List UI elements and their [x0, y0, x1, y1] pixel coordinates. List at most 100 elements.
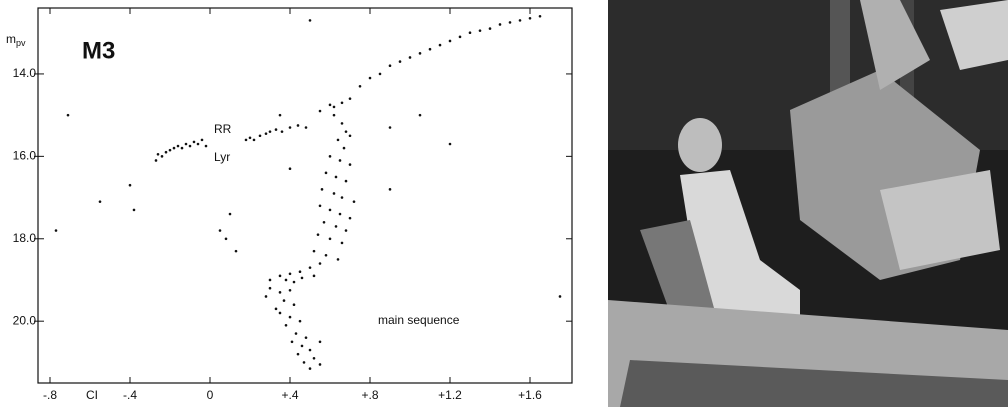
- point: [344, 229, 348, 232]
- point: [288, 288, 292, 292]
- point: [252, 138, 256, 142]
- point: [318, 363, 322, 366]
- point: [180, 146, 184, 150]
- point: [234, 249, 238, 253]
- point: [336, 258, 340, 261]
- plot-frame: [37, 7, 573, 384]
- point: [438, 43, 442, 47]
- point: [288, 167, 292, 171]
- y-tick-label: 20.0: [13, 313, 37, 327]
- point: [204, 144, 208, 148]
- point: [300, 276, 304, 280]
- point: [318, 340, 322, 344]
- point: [328, 103, 332, 107]
- point: [418, 113, 422, 117]
- point: [368, 76, 372, 80]
- point: [334, 175, 338, 179]
- point: [176, 144, 180, 148]
- point: [308, 266, 312, 269]
- y-tick-label: 18.0: [13, 231, 37, 245]
- x-tick-label: -.4: [123, 388, 137, 402]
- point: [318, 262, 322, 265]
- point: [348, 134, 352, 138]
- point: [508, 21, 512, 24]
- point: [398, 60, 402, 63]
- point: [458, 35, 462, 39]
- point: [518, 19, 522, 22]
- point: [338, 212, 342, 216]
- point: [282, 299, 286, 302]
- point: [328, 237, 332, 241]
- point: [218, 229, 222, 232]
- point: [274, 128, 278, 131]
- y-tick-label: 14.0: [13, 66, 37, 80]
- point: [292, 280, 296, 284]
- point: [340, 101, 344, 105]
- point: [160, 155, 164, 158]
- x-tick-label: 0: [207, 388, 214, 402]
- x-tick-label: +1.6: [518, 388, 542, 402]
- point: [294, 332, 298, 335]
- point: [332, 105, 336, 109]
- point: [338, 159, 342, 162]
- point: [448, 142, 452, 146]
- point: [340, 122, 344, 125]
- point: [268, 130, 272, 133]
- point: [418, 52, 422, 55]
- point: [308, 348, 312, 352]
- point: [278, 311, 282, 315]
- point: [322, 220, 326, 224]
- point: [498, 23, 502, 26]
- point: [172, 146, 176, 150]
- chart-title: M3: [82, 37, 115, 64]
- point: [292, 303, 296, 307]
- point: [488, 27, 492, 30]
- point: [288, 126, 292, 129]
- point: [478, 29, 482, 32]
- point: [342, 146, 346, 150]
- point: [318, 109, 322, 113]
- annotation: main sequence: [378, 313, 460, 327]
- point: [288, 315, 292, 319]
- point: [244, 138, 248, 142]
- point: [188, 144, 192, 148]
- point: [154, 159, 158, 162]
- point: [168, 148, 172, 152]
- point: [388, 126, 392, 129]
- point: [98, 200, 102, 203]
- point: [388, 188, 392, 191]
- point: [296, 352, 300, 356]
- point: [264, 132, 268, 135]
- point: [538, 14, 542, 18]
- point: [344, 179, 348, 183]
- point: [352, 200, 356, 203]
- point: [340, 241, 344, 245]
- point: [332, 192, 336, 195]
- point: [192, 140, 196, 144]
- point: [558, 295, 562, 298]
- point: [308, 19, 312, 22]
- annotation: RR: [214, 122, 232, 136]
- point: [228, 212, 232, 216]
- point: [284, 278, 288, 282]
- point: [288, 272, 292, 276]
- point: [328, 208, 332, 212]
- point: [340, 196, 344, 199]
- point: [258, 134, 262, 138]
- point: [278, 274, 282, 278]
- point: [284, 324, 288, 327]
- point: [320, 188, 324, 191]
- point: [328, 155, 332, 158]
- x-tick-label: +1.2: [438, 388, 462, 402]
- point: [344, 130, 348, 133]
- point: [448, 39, 452, 43]
- point: [304, 336, 308, 339]
- x-tick-label: -.8: [43, 388, 57, 402]
- point: [312, 274, 316, 278]
- point: [248, 136, 252, 140]
- photo: [608, 0, 1008, 407]
- point: [298, 270, 302, 274]
- point: [308, 367, 312, 370]
